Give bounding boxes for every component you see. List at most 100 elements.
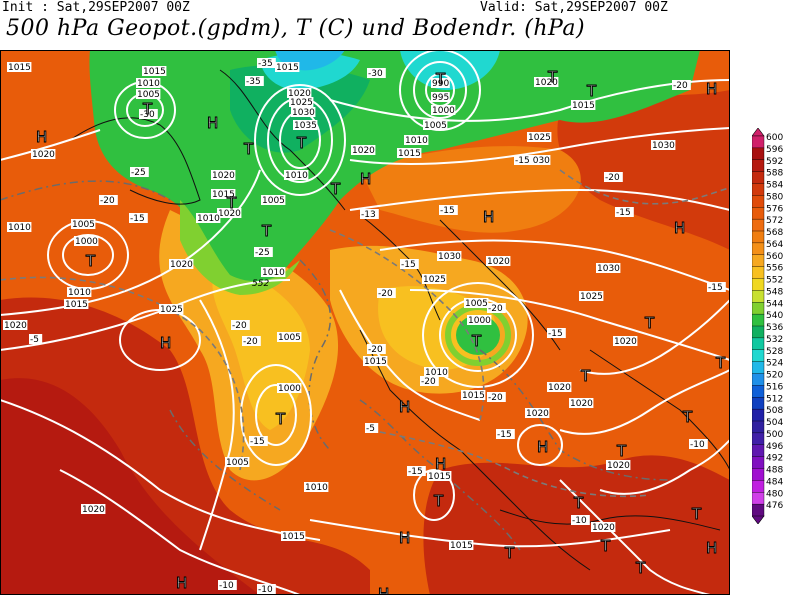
- temperature-label: -15: [708, 283, 723, 293]
- temperature-label: -20: [488, 304, 503, 314]
- high-pressure-label: H: [674, 219, 685, 237]
- temperature-label-bg: [130, 167, 149, 177]
- legend-swatch: [752, 373, 765, 386]
- isobar-label-bg: [526, 155, 551, 165]
- temperature-label-bg: [420, 376, 439, 386]
- legend-swatch: [752, 147, 765, 161]
- isobar-label-bg: [422, 274, 447, 284]
- legend-swatch: [752, 218, 765, 232]
- isobar-label: 1030: [652, 141, 675, 151]
- low-pressure-label: T: [682, 408, 693, 426]
- isobar-label-bg: [363, 356, 388, 366]
- isobar-label-bg: [461, 390, 486, 400]
- temperature-label-bg: [139, 109, 158, 119]
- isobar-label-bg: [7, 62, 32, 72]
- temperature-label-bg: [407, 466, 426, 476]
- isobar-label-bg: [525, 408, 550, 418]
- legend-label: 480: [766, 489, 783, 499]
- temperature-label: -15: [515, 156, 530, 166]
- isobar-label-bg: [291, 107, 316, 117]
- temperature-isotherms: [0, 169, 730, 498]
- legend-swatch: [752, 397, 765, 410]
- temperature-label-bg: [367, 344, 386, 354]
- temperature-label: -15: [616, 208, 631, 218]
- isobar-label-bg: [31, 149, 56, 159]
- isobar-label-bg: [217, 208, 242, 218]
- field-red-east: [557, 90, 730, 250]
- low-pressure-label: T: [691, 505, 702, 523]
- field-cyan-north: [400, 50, 500, 90]
- legend-label: 572: [766, 216, 783, 226]
- temperature-label: -15: [250, 437, 265, 447]
- low-pressure-label: T: [586, 82, 597, 100]
- legend-label: 520: [766, 371, 783, 381]
- temperature-label-bg: [257, 58, 276, 68]
- isobar-label-bg: [437, 251, 462, 261]
- temperature-label-bg: [231, 320, 250, 330]
- temperature-label: -20: [488, 393, 503, 403]
- temperature-label: -35: [258, 59, 273, 69]
- isobar-label: 1005: [226, 458, 249, 468]
- legend-label: 532: [766, 335, 783, 345]
- temperature-label-bg: [218, 580, 237, 590]
- legend-label: 512: [766, 394, 783, 404]
- legend-swatch: [752, 361, 765, 375]
- temperature-label: -20: [243, 337, 258, 347]
- temperature-label-bg: [439, 205, 458, 215]
- isobar-label: 1020: [607, 461, 630, 471]
- temperature-label: -15: [408, 467, 423, 477]
- field-orange-north: [360, 146, 581, 233]
- isobar-label: 1010: [425, 368, 448, 378]
- legend-label: 548: [766, 287, 783, 297]
- isobar-label-bg: [136, 89, 161, 99]
- isobar-label: 1020: [218, 209, 241, 219]
- isobar-label-bg: [293, 120, 318, 130]
- map-frame: [0, 50, 730, 595]
- temperature-label-bg: [377, 288, 396, 298]
- isobar-label-bg: [427, 471, 452, 481]
- temperature-label: -20: [605, 173, 620, 183]
- temperature-label-bg: [400, 259, 419, 269]
- isobar-label-bg: [7, 222, 32, 232]
- temperature-label-bg: [245, 76, 264, 86]
- temperature-label: -5: [366, 424, 375, 434]
- legend-swatch: [752, 183, 765, 196]
- temperature-label-bg: [604, 172, 623, 182]
- legend-swatch: [752, 503, 765, 517]
- low-pressure-label: T: [635, 559, 646, 577]
- isobar-label: 1010: [405, 136, 428, 146]
- legend-label: 596: [766, 145, 783, 155]
- legend-bottom-arrow: [752, 515, 765, 524]
- isobar-label: 1020: [212, 171, 235, 181]
- isobar-label: 1010: [262, 268, 285, 278]
- isobar-label: 1030: [527, 156, 550, 166]
- isobar-label-bg: [397, 148, 422, 158]
- isobar-label-bg: [71, 219, 96, 229]
- weather-map: 1015 101510051010101510201025103010359909…: [0, 50, 730, 595]
- legend-swatch: [752, 432, 765, 446]
- isobar-label-bg: [534, 77, 559, 87]
- temperature-label-bg: [487, 392, 506, 402]
- low-pressure-label: T: [142, 100, 153, 118]
- legend-swatch: [752, 195, 765, 208]
- isobar-label: 1030: [597, 264, 620, 274]
- high-pressure-label: H: [176, 574, 187, 592]
- temperature-label-bg: [99, 195, 118, 205]
- legend-label: 600: [766, 133, 783, 143]
- isobar-label-bg: [404, 135, 429, 145]
- high-pressure-label: H: [706, 80, 717, 98]
- low-pressure-label: T: [243, 140, 254, 158]
- isobar-label: 1010: [8, 223, 31, 233]
- high-pressure-label: H: [435, 455, 446, 473]
- isobar-label: 1020: [614, 337, 637, 347]
- temperature-label: -15: [130, 214, 145, 224]
- legend-swatch: [752, 266, 765, 280]
- isobar-label-bg: [281, 531, 306, 541]
- low-pressure-label: T: [275, 410, 286, 428]
- isobar-label: 1020: [82, 505, 105, 515]
- low-pressure-label: T: [261, 222, 272, 240]
- isobars: [0, 50, 730, 595]
- low-pressure-label: T: [573, 494, 584, 512]
- high-pressure-label: H: [537, 438, 548, 456]
- legend-label: 524: [766, 359, 783, 369]
